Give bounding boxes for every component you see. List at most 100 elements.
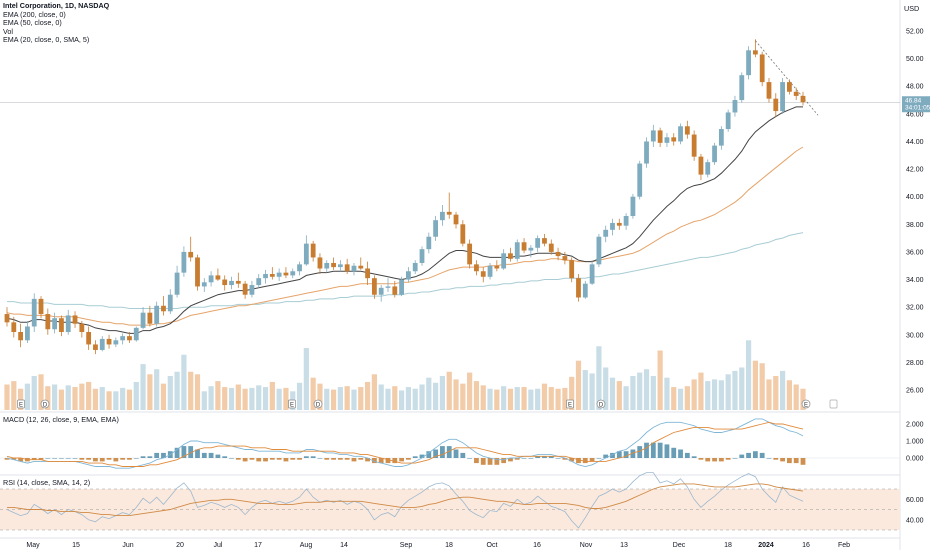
volume-bar: [222, 387, 228, 410]
price-tick-label: 38.00: [906, 222, 924, 229]
candle-body: [603, 229, 609, 237]
legend-ema50[interactable]: EMA (50, close, 0): [3, 18, 62, 28]
macd-histogram-bar: [752, 451, 758, 458]
macd-histogram-bar: [453, 449, 459, 458]
macd-histogram-bar: [603, 454, 609, 458]
time-axis-label: 16: [802, 542, 810, 549]
macd-histogram-bar: [337, 458, 343, 460]
candle-body: [752, 50, 758, 55]
candle-body: [161, 305, 166, 312]
macd-histogram-bar: [589, 458, 595, 462]
volume-bar: [494, 389, 500, 410]
event-marker-label: E: [290, 403, 294, 409]
volume-bar: [235, 384, 241, 410]
candle-body: [72, 315, 78, 324]
time-axis-label: Nov: [580, 542, 593, 549]
legend-ema200[interactable]: EMA (200, close, 0): [3, 9, 66, 19]
volume-bar: [228, 387, 235, 410]
macd-histogram-bar: [535, 456, 541, 458]
price-tick-label: 40.00: [906, 194, 924, 201]
rsi-tick-label: 40.00: [906, 517, 924, 524]
candle-body: [385, 286, 391, 288]
legend-ema20[interactable]: EMA (20, close, 0, SMA, 5): [3, 35, 90, 45]
axis-labels: 52.00 50.00 48.00 46.00 44.00 42.00 40.00 38.00…: [26, 29, 923, 550]
time-axis-label: 17: [254, 542, 262, 549]
candle-body: [201, 282, 207, 287]
macd-histogram-bar: [508, 458, 513, 462]
macd-histogram-bar: [283, 458, 289, 462]
macd-histogram-bar: [365, 458, 370, 462]
volume-bar: [643, 369, 650, 410]
candle-body: [705, 162, 711, 175]
volume-bar: [582, 370, 588, 410]
macd-histogram-bar: [616, 451, 622, 458]
candle-body: [623, 216, 629, 226]
macd-histogram-bar: [630, 449, 636, 458]
event-marker-empty: [829, 399, 838, 409]
macd-histogram-bar: [521, 458, 527, 459]
volume-bar: [671, 387, 677, 410]
event-marker: E: [801, 399, 811, 409]
candle-body: [419, 249, 425, 263]
candle-body: [793, 91, 799, 96]
volume-bar: [786, 380, 792, 410]
volume-bar: [310, 377, 316, 410]
event-marker-label: E: [19, 403, 23, 409]
macd-tick-label: 2.000: [906, 422, 924, 429]
volume-bar: [405, 387, 412, 410]
macd-histogram-bar: [4, 458, 10, 460]
volume-bar: [201, 391, 207, 410]
candle-body: [433, 220, 439, 237]
legend-vol[interactable]: Vol: [3, 26, 13, 36]
macd-histogram-bar: [324, 458, 330, 460]
macd-histogram-bar: [793, 458, 799, 464]
macd-histogram-bar: [474, 458, 479, 464]
volume-bar: [541, 383, 548, 410]
candle-body: [514, 242, 520, 259]
event-marker: E: [17, 399, 25, 409]
volume-bar: [324, 388, 330, 410]
macd-histogram-bar: [610, 452, 615, 458]
volume-bar: [113, 391, 119, 410]
volume-bar: [473, 381, 480, 410]
legend-symbol[interactable]: Intel Corporation, 1D, NASDAQ: [3, 1, 110, 10]
volume-bar: [487, 388, 493, 410]
volume-bar: [433, 382, 439, 410]
macd-title[interactable]: MACD (12, 26, close, 9, EMA, EMA): [3, 415, 119, 424]
volume-bar: [38, 374, 44, 410]
volume-bar: [514, 387, 520, 410]
volume-bar: [106, 391, 112, 410]
macd-histogram-bar: [59, 458, 64, 459]
macd-histogram-bar: [780, 458, 785, 462]
rsi-title[interactable]: RSI (14, close, SMA, 14, 2): [3, 478, 91, 487]
event-marker: E: [288, 399, 296, 409]
macd-histogram-bar: [276, 458, 282, 460]
macd-histogram-bar: [773, 458, 779, 460]
candle-body: [800, 95, 806, 103]
time-axis-label: 2024: [758, 542, 774, 549]
candle-body: [331, 262, 336, 268]
candle-body: [337, 264, 343, 268]
candle-body: [467, 243, 473, 265]
rsi-pane: [0, 472, 900, 531]
candlesticks[interactable]: [4, 39, 806, 355]
volume-bar: [249, 387, 255, 410]
candle-body: [780, 82, 785, 112]
volume-bar: [603, 367, 609, 410]
volume-bar: [120, 387, 126, 410]
volume-bar: [174, 371, 180, 410]
macd-histogram-bar: [147, 456, 153, 458]
rsi-line: [6, 472, 804, 529]
volume-bar: [181, 354, 187, 410]
macd-histogram-bar: [222, 456, 228, 458]
time-axis-label: 18: [724, 542, 732, 549]
macd-histogram-bar: [181, 446, 187, 458]
macd-histogram-bar: [739, 454, 745, 458]
candle-body: [120, 336, 126, 341]
candle-body: [569, 260, 575, 279]
candle-body: [290, 271, 296, 276]
event-marker-label: E: [804, 403, 808, 409]
macd-histogram-bar: [623, 451, 629, 458]
